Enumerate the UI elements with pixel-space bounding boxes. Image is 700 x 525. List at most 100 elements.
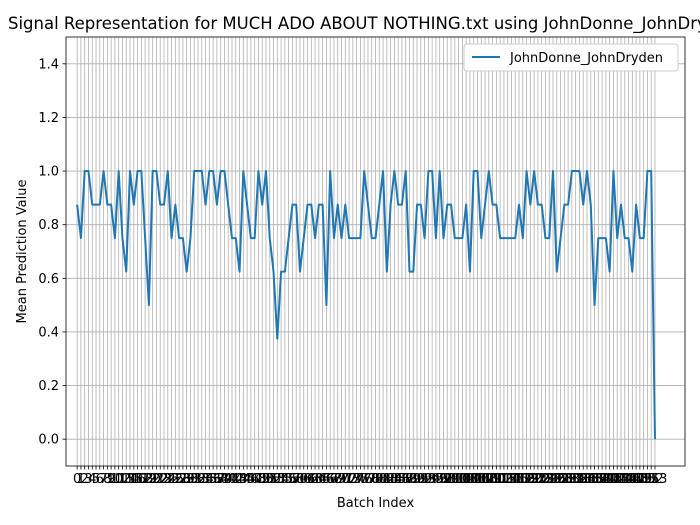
x-tick-label: 101: [446, 472, 471, 487]
x-tick-label: 87: [397, 472, 414, 487]
x-tick-label: 8: [103, 472, 111, 487]
x-tick-label: 103: [454, 472, 479, 487]
x-tick-label: 81: [375, 472, 392, 487]
x-tick-label: 70: [333, 472, 350, 487]
x-tick-label: 9: [107, 472, 115, 487]
x-tick-label: 93: [420, 472, 437, 487]
x-tick-label: 26: [167, 472, 184, 487]
x-tick-label: 89: [405, 472, 422, 487]
x-tick-label: 16: [129, 472, 146, 487]
x-tick-label: 46: [243, 472, 260, 487]
y-tick-label: 0.4: [38, 325, 59, 340]
y-tick-label: 1.4: [38, 57, 59, 72]
x-tick-label: 78: [363, 472, 380, 487]
x-tick-label: 40: [220, 472, 237, 487]
x-tick-label: 27: [171, 472, 188, 487]
x-tick-label: 7: [99, 472, 107, 487]
x-tick-label: 51: [261, 472, 278, 487]
x-tick-label: 144: [609, 472, 634, 487]
x-tick-label: 84: [386, 472, 403, 487]
x-tick-label: 140: [593, 472, 618, 487]
x-tick-label: 142: [601, 472, 626, 487]
x-tick-label: 104: [458, 472, 483, 487]
x-tick-label: 102: [450, 472, 475, 487]
x-tick-label: 61: [299, 472, 316, 487]
legend-label: JohnDonne_JohnDryden: [509, 51, 663, 66]
x-tick-label: 43: [231, 472, 248, 487]
x-tick-label: 95: [428, 472, 445, 487]
x-tick-label: 6: [96, 472, 104, 487]
x-tick-label: 83: [382, 472, 399, 487]
x-tick-label: 127: [544, 472, 569, 487]
x-tick-label: 10: [107, 472, 124, 487]
x-tick-label: 3: [84, 472, 92, 487]
x-tick-label: 5: [92, 472, 100, 487]
x-tick-label: 126: [541, 472, 566, 487]
x-tick-label: 86: [394, 472, 411, 487]
x-tick-label: 137: [582, 472, 607, 487]
y-tick-label: 1.2: [38, 111, 59, 126]
x-tick-label: 36: [205, 472, 222, 487]
x-tick-label: 132: [563, 472, 588, 487]
x-tick-label: 135: [575, 472, 600, 487]
x-tick-label: 124: [533, 472, 558, 487]
x-tick-label: 76: [356, 472, 373, 487]
y-axis-title: Mean Prediction Value: [15, 180, 30, 324]
x-tick-label: 39: [216, 472, 233, 487]
x-tick-label: 29: [178, 472, 195, 487]
x-tick-label: 98: [439, 472, 456, 487]
x-tick-label: 131: [559, 472, 584, 487]
x-tick-label: 68: [326, 472, 343, 487]
x-tick-label: 94: [424, 472, 441, 487]
x-tick-label: 38: [212, 472, 229, 487]
x-axis-ticks: 0123456789101112131415161718192021222324…: [73, 466, 667, 487]
x-tick-label: 92: [416, 472, 433, 487]
y-tick-label: 0.2: [38, 379, 59, 394]
x-tick-label: 11: [110, 472, 127, 487]
x-tick-label: 120: [518, 472, 543, 487]
x-tick-label: 90: [409, 472, 426, 487]
x-tick-label: 105: [461, 472, 486, 487]
x-tick-label: 24: [160, 472, 177, 487]
x-tick-label: 63: [307, 472, 324, 487]
x-tick-label: 112: [488, 472, 513, 487]
x-tick-label: 42: [227, 472, 244, 487]
x-tick-label: 153: [643, 472, 668, 487]
legend: JohnDonne_JohnDryden: [463, 43, 679, 72]
x-tick-label: 141: [597, 472, 622, 487]
x-tick-label: 79: [367, 472, 384, 487]
x-tick-label: 41: [224, 472, 241, 487]
x-tick-label: 119: [514, 472, 539, 487]
legend-box: [463, 43, 679, 72]
y-tick-label: 0.6: [38, 272, 59, 287]
x-tick-label: 109: [476, 472, 501, 487]
x-tick-label: 52: [265, 472, 282, 487]
x-tick-label: 111: [484, 472, 509, 487]
x-tick-label: 18: [137, 472, 154, 487]
x-tick-label: 2: [81, 472, 89, 487]
x-tick-label: 152: [639, 472, 664, 487]
x-tick-label: 35: [201, 472, 218, 487]
x-tick-label: 13: [118, 472, 135, 487]
x-tick-label: 53: [269, 472, 286, 487]
x-tick-label: 118: [510, 472, 535, 487]
x-tick-label: 134: [571, 472, 596, 487]
x-tick-label: 23: [156, 472, 173, 487]
x-tick-label: 37: [209, 472, 226, 487]
x-tick-label: 91: [413, 472, 430, 487]
x-tick-label: 97: [435, 472, 452, 487]
y-tick-label: 0.0: [38, 433, 59, 448]
x-tick-label: 12: [114, 472, 131, 487]
y-axis-ticks: 0.0 0.2 0.4 0.6 0.8 1.0 1.2 1.4: [38, 57, 66, 448]
x-tick-label: 1: [77, 472, 85, 487]
x-tick-label: 32: [190, 472, 207, 487]
x-tick-label: 72: [341, 472, 358, 487]
x-tick-label: 62: [303, 472, 320, 487]
x-tick-label: 14: [122, 472, 139, 487]
x-tick-label: 75: [352, 472, 369, 487]
x-tick-label: 74: [348, 472, 365, 487]
x-tick-label: 143: [605, 472, 630, 487]
x-tick-label: 110: [480, 472, 505, 487]
x-tick-label: 45: [239, 472, 256, 487]
x-tick-label: 117: [507, 472, 532, 487]
